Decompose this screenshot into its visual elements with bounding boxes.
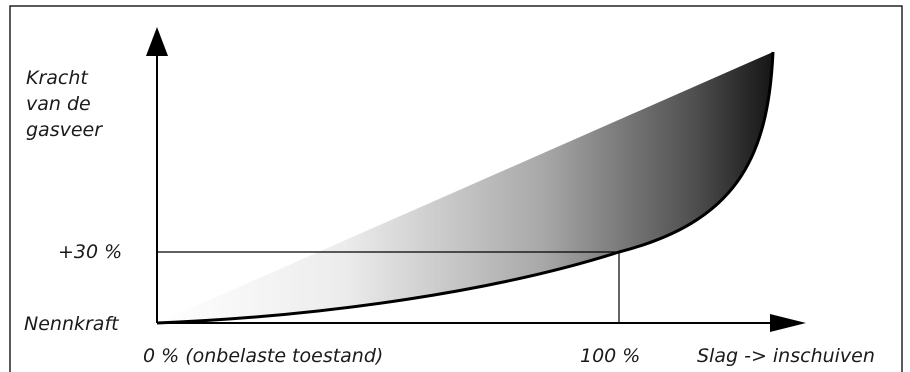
force-curve [156,51,775,325]
x-axis-arrow-icon [770,314,806,332]
y-axis-arrow-icon [146,27,168,56]
y-axis-label-line-3: gasveer [26,119,103,141]
force-region [157,52,773,323]
plus30-label: +30 % [58,241,122,263]
x-axis-label: Slag -> inschuiven [697,345,875,367]
x-tick-start-label: 0 % (onbelaste toestand) [143,345,383,367]
x-tick-100pct-label: 100 % [580,345,640,367]
diagram-frame [9,5,903,372]
nominal-force-label: Nennkraft [24,313,120,335]
y-axis-label-line-2: van de [26,93,91,115]
y-axis-label-line-1: Kracht [26,67,89,89]
